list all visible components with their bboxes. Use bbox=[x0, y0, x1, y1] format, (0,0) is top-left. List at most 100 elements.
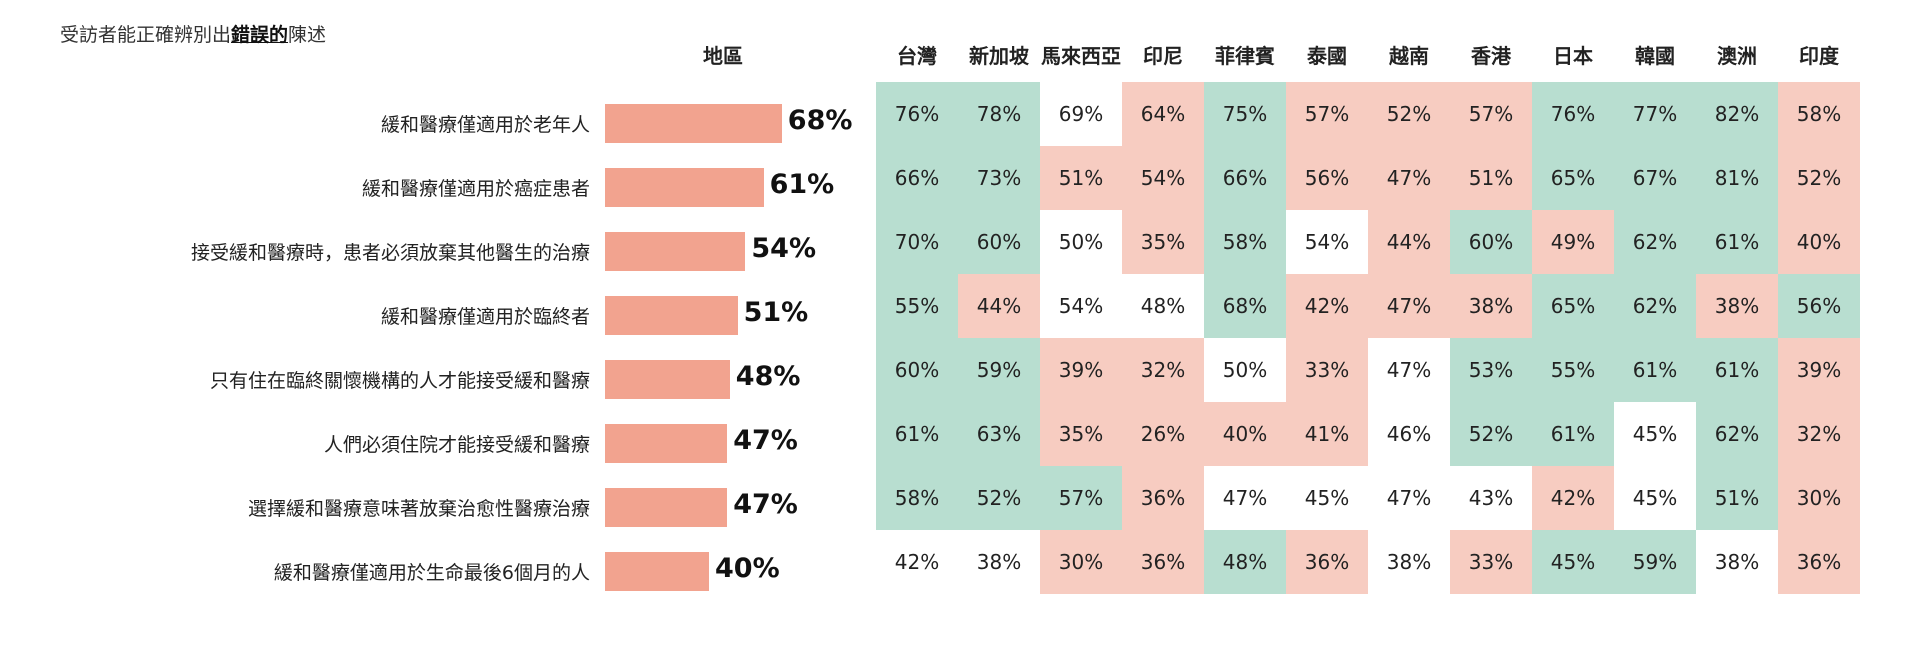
table-cell: 50% bbox=[1204, 338, 1286, 402]
table-cell: 60% bbox=[1450, 210, 1532, 274]
overall-bar-value: 47% bbox=[733, 489, 798, 520]
table-cell: 58% bbox=[1778, 82, 1860, 146]
table-cell: 54% bbox=[1122, 146, 1204, 210]
country-header: 台灣 bbox=[897, 44, 937, 68]
table-cell: 67% bbox=[1614, 146, 1696, 210]
overall-bar bbox=[605, 232, 746, 271]
table-cell: 36% bbox=[1286, 530, 1368, 594]
table-cell: 48% bbox=[1122, 274, 1204, 338]
table-cell: 62% bbox=[1614, 274, 1696, 338]
statement-label: 接受緩和醫療時，患者必須放棄其他醫生的治療 bbox=[190, 242, 590, 264]
table-cell: 47% bbox=[1368, 338, 1450, 402]
overall-bar bbox=[605, 296, 738, 335]
table-cell: 61% bbox=[1532, 402, 1614, 466]
table-cell: 33% bbox=[1286, 338, 1368, 402]
table-cell: 47% bbox=[1368, 146, 1450, 210]
table-cell: 48% bbox=[1204, 530, 1286, 594]
subtitle-prefix: 受訪者能正確辨別出 bbox=[60, 24, 232, 46]
table-cell: 45% bbox=[1614, 466, 1696, 530]
table-cell: 53% bbox=[1450, 338, 1532, 402]
statement-label: 緩和醫療僅適用於老年人 bbox=[380, 114, 590, 136]
table-cell: 43% bbox=[1450, 466, 1532, 530]
table-cell: 38% bbox=[1368, 530, 1450, 594]
overall-bar bbox=[605, 168, 764, 207]
table-cell: 52% bbox=[958, 466, 1040, 530]
table-cell: 55% bbox=[876, 274, 958, 338]
country-header: 澳洲 bbox=[1717, 44, 1757, 68]
table-cell: 40% bbox=[1204, 402, 1286, 466]
table-cell: 65% bbox=[1532, 274, 1614, 338]
table-cell: 59% bbox=[1614, 530, 1696, 594]
subtitle-suffix: 陳述 bbox=[288, 24, 327, 46]
country-header: 印度 bbox=[1799, 44, 1839, 68]
table-cell: 44% bbox=[958, 274, 1040, 338]
subtitle-emphasis: 錯誤的 bbox=[231, 24, 289, 46]
table-cell: 38% bbox=[1696, 530, 1778, 594]
table-cell: 54% bbox=[1286, 210, 1368, 274]
table-cell: 35% bbox=[1122, 210, 1204, 274]
statement-label: 人們必須住院才能接受緩和醫療 bbox=[323, 434, 590, 456]
table-cell: 38% bbox=[1696, 274, 1778, 338]
table-cell: 68% bbox=[1204, 274, 1286, 338]
overall-bar-value: 40% bbox=[715, 553, 780, 584]
table-cell: 76% bbox=[876, 82, 958, 146]
country-header: 新加坡 bbox=[969, 44, 1029, 68]
country-header: 菲律賓 bbox=[1215, 44, 1275, 68]
table-cell: 62% bbox=[1614, 210, 1696, 274]
country-header: 馬來西亞 bbox=[1041, 44, 1121, 68]
table-cell: 38% bbox=[1450, 274, 1532, 338]
table-cell: 39% bbox=[1040, 338, 1122, 402]
table-cell: 82% bbox=[1696, 82, 1778, 146]
overall-bar-value: 47% bbox=[733, 425, 798, 456]
table-cell: 77% bbox=[1614, 82, 1696, 146]
table-cell: 38% bbox=[958, 530, 1040, 594]
table-cell: 32% bbox=[1778, 402, 1860, 466]
table-cell: 36% bbox=[1122, 530, 1204, 594]
table-cell: 55% bbox=[1532, 338, 1614, 402]
table-cell: 45% bbox=[1614, 402, 1696, 466]
overall-bar-value: 68% bbox=[787, 105, 853, 136]
table-cell: 61% bbox=[1696, 338, 1778, 402]
table-cell: 57% bbox=[1286, 82, 1368, 146]
table-cell: 57% bbox=[1040, 466, 1122, 530]
table-cell: 75% bbox=[1204, 82, 1286, 146]
table-cell: 62% bbox=[1696, 402, 1778, 466]
table-cell: 52% bbox=[1778, 146, 1860, 210]
table-cell: 76% bbox=[1532, 82, 1614, 146]
table-cell: 54% bbox=[1040, 274, 1122, 338]
country-header: 韓國 bbox=[1635, 44, 1675, 68]
overall-bar-value: 54% bbox=[751, 233, 817, 264]
table-cell: 59% bbox=[958, 338, 1040, 402]
table-cell: 73% bbox=[958, 146, 1040, 210]
region-header: 地區 bbox=[703, 44, 743, 68]
table-cell: 52% bbox=[1450, 402, 1532, 466]
statement-label: 選擇緩和醫療意味著放棄治愈性醫療治療 bbox=[247, 498, 590, 520]
table-cell: 58% bbox=[1204, 210, 1286, 274]
table-cell: 47% bbox=[1368, 466, 1450, 530]
table-cell: 61% bbox=[876, 402, 958, 466]
table-cell: 32% bbox=[1122, 338, 1204, 402]
table-cell: 41% bbox=[1286, 402, 1368, 466]
table-cell: 56% bbox=[1778, 274, 1860, 338]
overall-bar bbox=[605, 488, 728, 527]
table-cell: 44% bbox=[1368, 210, 1450, 274]
statement-label: 緩和醫療僅適用於生命最後6個月的人 bbox=[273, 562, 590, 584]
table-cell: 33% bbox=[1450, 530, 1532, 594]
table-cell: 69% bbox=[1040, 82, 1122, 146]
table-cell: 63% bbox=[958, 402, 1040, 466]
country-header: 日本 bbox=[1553, 44, 1593, 68]
table-cell: 78% bbox=[958, 82, 1040, 146]
statement-label: 只有住在臨終關懷機構的人才能接受緩和醫療 bbox=[209, 370, 590, 392]
table-cell: 58% bbox=[876, 466, 958, 530]
country-header: 越南 bbox=[1389, 44, 1429, 68]
table-cell: 45% bbox=[1286, 466, 1368, 530]
overall-bar-value: 48% bbox=[735, 361, 801, 392]
table-cell: 57% bbox=[1450, 82, 1532, 146]
overall-bar bbox=[605, 360, 730, 399]
table-cell: 52% bbox=[1368, 82, 1450, 146]
table-cell: 40% bbox=[1778, 210, 1860, 274]
statement-label: 緩和醫療僅適用於癌症患者 bbox=[361, 178, 590, 200]
overall-bar bbox=[605, 104, 782, 143]
table-cell: 66% bbox=[1204, 146, 1286, 210]
country-header: 香港 bbox=[1471, 44, 1511, 68]
